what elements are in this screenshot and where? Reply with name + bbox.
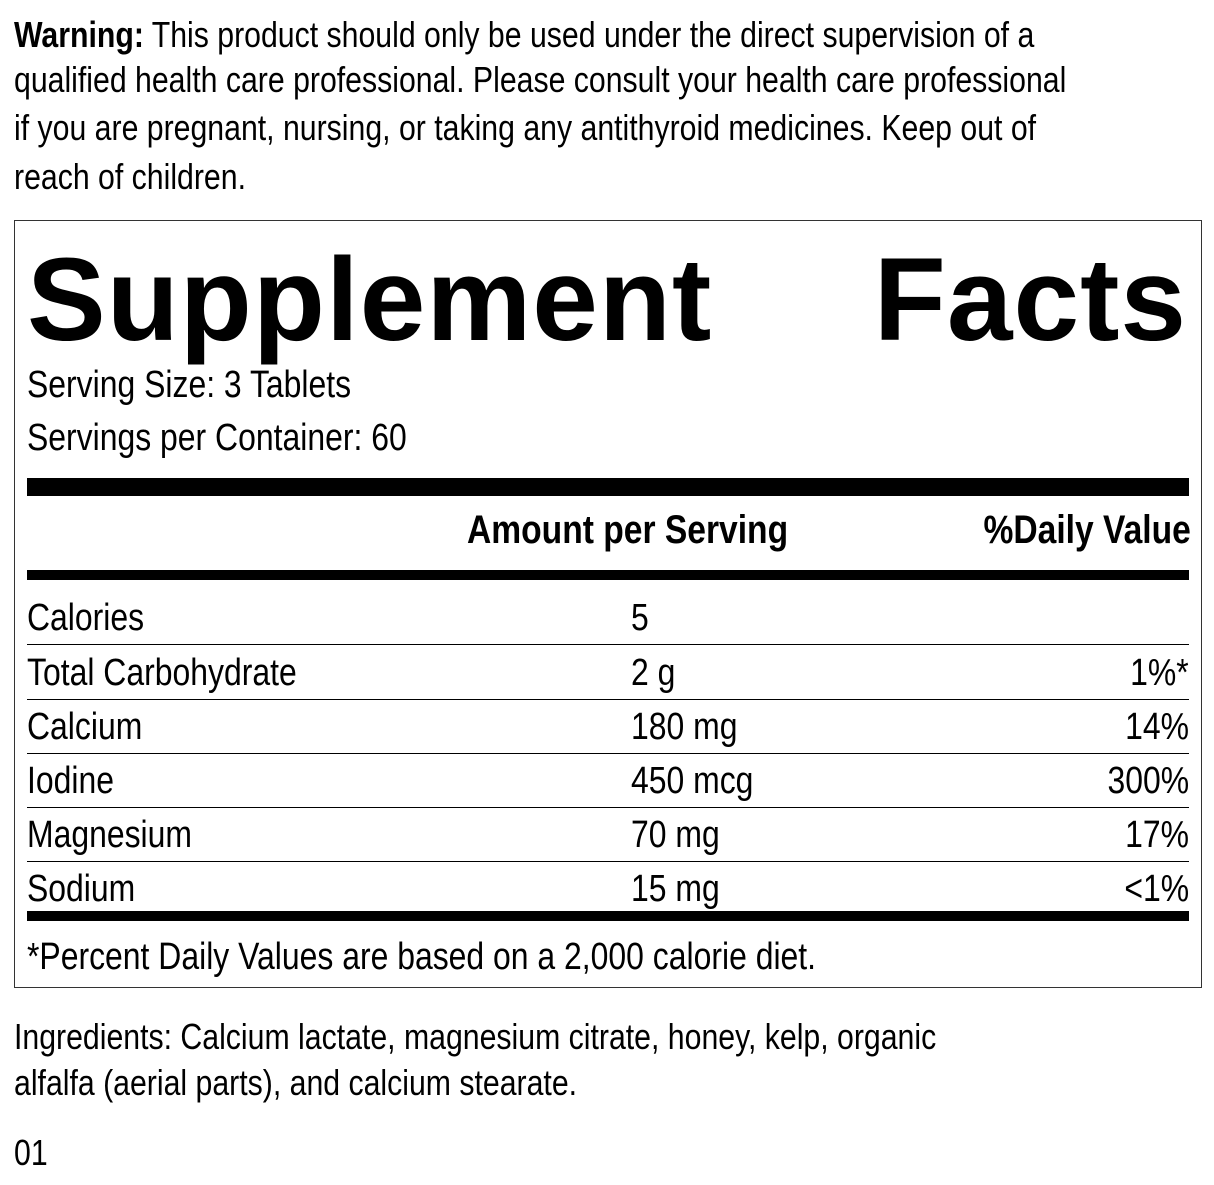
warning-line: qualified health care professional. Plea…	[14, 59, 1067, 100]
header-amount: Amount per Serving	[467, 508, 789, 552]
nutrient-row: Sodium 15 mg <1%	[27, 868, 1189, 910]
product-code: 01	[14, 1132, 48, 1173]
nutrient-row: Calories 5	[27, 590, 1189, 645]
header-daily-value: %Daily Value	[983, 508, 1191, 552]
thick-divider	[27, 911, 1189, 921]
warning-line: reach of children.	[14, 156, 246, 197]
warning-line: if you are pregnant, nursing, or taking …	[14, 107, 1037, 148]
serving-size: Serving Size: 3 Tablets	[27, 364, 352, 406]
warning-line: Warning: This product should only be use…	[14, 14, 1035, 55]
nutrient-row: Iodine 450 mcg 300%	[27, 753, 1189, 808]
ingredients-line: alfalfa (aerial parts), and calcium stea…	[14, 1062, 578, 1103]
servings-per-container: Servings per Container: 60	[27, 417, 407, 459]
nutrient-row: Total Carbohydrate 2 g 1%*	[27, 645, 1189, 700]
supplement-facts-panel: Supplement Facts Serving Size: 3 Tablets…	[14, 220, 1202, 988]
panel-title: Supplement Facts	[27, 234, 1187, 366]
thick-divider	[27, 478, 1189, 496]
thick-divider	[27, 570, 1189, 580]
footnote: *Percent Daily Values are based on a 2,0…	[27, 936, 817, 978]
warning-label: Warning:	[14, 14, 144, 55]
ingredients-line: Ingredients: Calcium lactate, magnesium …	[14, 1016, 937, 1057]
nutrient-row: Calcium 180 mg 14%	[27, 699, 1189, 754]
nutrient-row: Magnesium 70 mg 17%	[27, 807, 1189, 862]
